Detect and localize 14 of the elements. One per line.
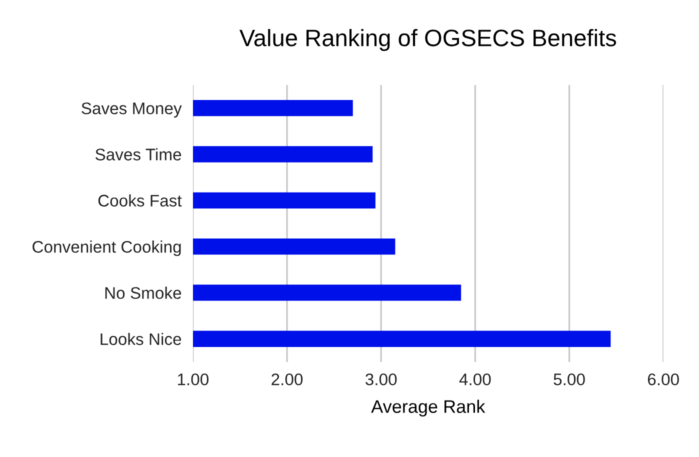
x-tick-label: 2.00 (272, 373, 303, 386)
y-tick-label: Convenient Cooking (32, 240, 181, 256)
x-tick-label: 5.00 (554, 373, 585, 386)
y-tick-label: No Smoke (105, 286, 182, 299)
x-tick-label: 3.00 (366, 373, 397, 386)
x-tick-label: 1.00 (178, 373, 208, 386)
y-tick-label: Saves Money (82, 102, 182, 118)
x-axis-title: Average Rank (371, 400, 486, 417)
x-tick-label: 4.00 (459, 373, 491, 386)
x-tick-label: 6.00 (648, 373, 679, 386)
chart-title: Value Ranking of OGSECS Benefits (239, 29, 616, 52)
y-tick-label: Saves Time (96, 148, 182, 160)
y-tick-label: Looks Nice (100, 332, 182, 346)
y-tick-label: Cooks Fast (98, 194, 182, 207)
